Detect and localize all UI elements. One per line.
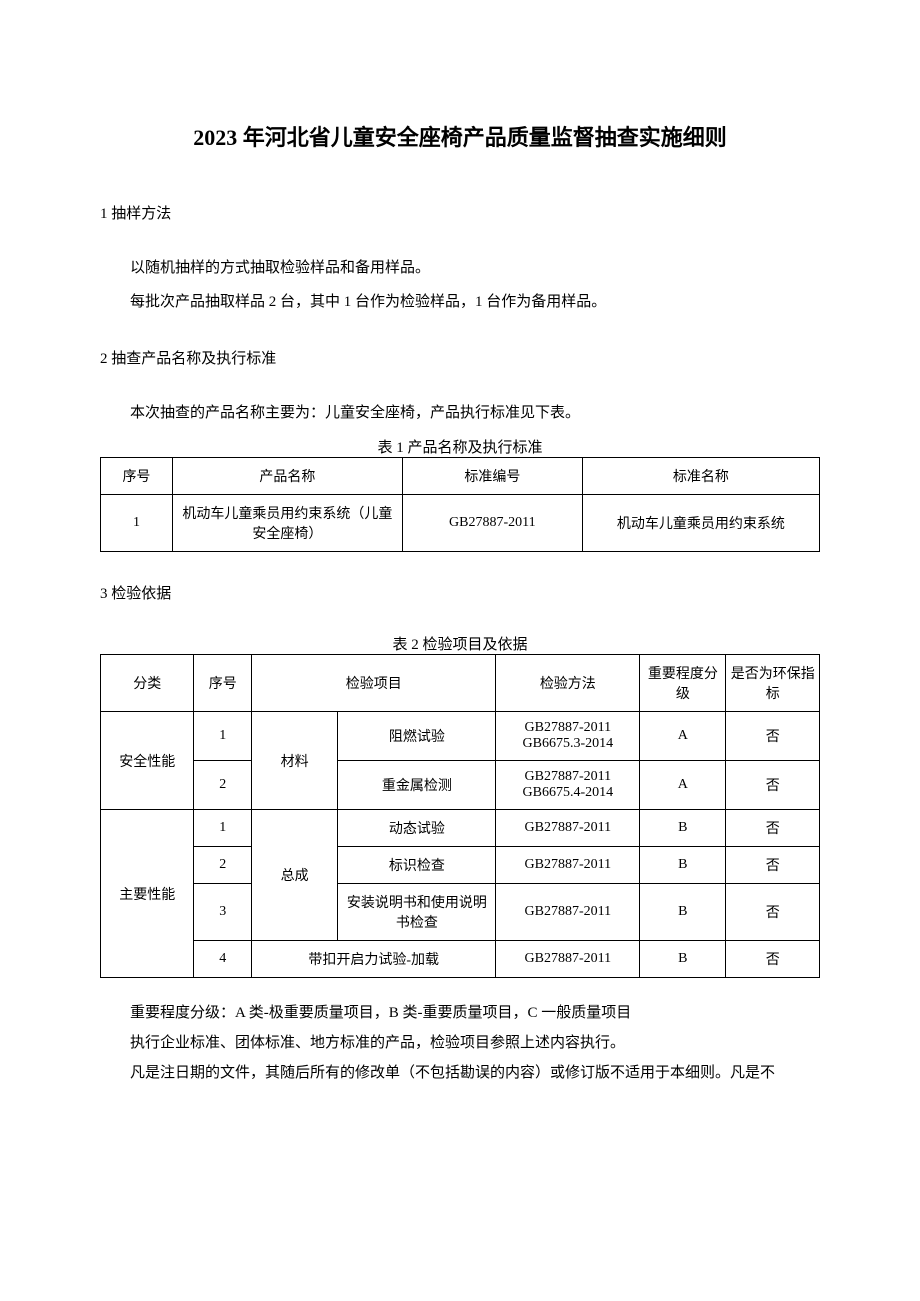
table-2-cell: 带扣开启力试验-加载 [251, 941, 495, 978]
table-2-cell: B [640, 884, 726, 941]
table-2-header-5: 重要程度分级 [640, 655, 726, 712]
table-2-cell: 否 [726, 884, 820, 941]
table-2-cell: 否 [726, 810, 820, 847]
table-2-cell: A [640, 712, 726, 761]
table-2-cell: B [640, 941, 726, 978]
table-1-cell: GB27887-2011 [402, 495, 582, 552]
table-2-header-1: 分类 [101, 655, 194, 712]
table-2-cell: 动态试验 [338, 810, 496, 847]
table-1-cell: 机动车儿童乘员用约束系统 [582, 495, 819, 552]
table-row: 安全性能 1 材料 阻燃试验 GB27887-2011 GB6675.3-201… [101, 712, 820, 761]
table-2-cell: 安装说明书和使用说明书检查 [338, 884, 496, 941]
footnote-3: 凡是注日期的文件，其随后所有的修改单（不包括勘误的内容）或修订版不适用于本细则。… [100, 1058, 820, 1088]
section-2-paragraph-1: 本次抽查的产品名称主要为：儿童安全座椅，产品执行标准见下表。 [100, 398, 820, 428]
table-2-cell: 否 [726, 847, 820, 884]
table-2-subcategory: 总成 [251, 810, 337, 941]
table-2-cell: 1 [194, 712, 252, 761]
table-2: 分类 序号 检验项目 检验方法 重要程度分级 是否为环保指标 安全性能 1 材料… [100, 654, 820, 978]
section-1-paragraph-2: 每批次产品抽取样品 2 台，其中 1 台作为检验样品，1 台作为备用样品。 [100, 287, 820, 317]
table-1-header-3: 标准编号 [402, 458, 582, 495]
table-1: 序号 产品名称 标准编号 标准名称 1 机动车儿童乘员用约束系统（儿童安全座椅）… [100, 457, 820, 552]
table-2-cell: 2 [194, 761, 252, 810]
table-2-cell: 1 [194, 810, 252, 847]
section-1-paragraph-1: 以随机抽样的方式抽取检验样品和备用样品。 [100, 253, 820, 283]
table-2-cell: GB27887-2011 [496, 941, 640, 978]
table-2-cell: 4 [194, 941, 252, 978]
table-1-header-2: 产品名称 [172, 458, 402, 495]
table-2-cell: 2 [194, 847, 252, 884]
table-2-cell: 3 [194, 884, 252, 941]
table-2-cell: 标识检查 [338, 847, 496, 884]
section-2-heading: 2 抽查产品名称及执行标准 [100, 347, 820, 368]
table-2-cell: B [640, 847, 726, 884]
table-2-header-3: 检验项目 [251, 655, 495, 712]
table-2-cell: 否 [726, 712, 820, 761]
table-2-cell: GB27887-2011 [496, 884, 640, 941]
table-row: 2 重金属检测 GB27887-2011 GB6675.4-2014 A 否 [101, 761, 820, 810]
table-row: 4 带扣开启力试验-加载 GB27887-2011 B 否 [101, 941, 820, 978]
table-1-cell: 1 [101, 495, 173, 552]
table-2-subcategory: 材料 [251, 712, 337, 810]
table-2-cell: GB27887-2011 [496, 847, 640, 884]
table-2-category: 安全性能 [101, 712, 194, 810]
table-2-cell: 否 [726, 761, 820, 810]
table-row: 1 机动车儿童乘员用约束系统（儿童安全座椅） GB27887-2011 机动车儿… [101, 495, 820, 552]
table-2-cell: GB27887-2011 GB6675.4-2014 [496, 761, 640, 810]
table-2-cell: 重金属检测 [338, 761, 496, 810]
footnote-2: 执行企业标准、团体标准、地方标准的产品，检验项目参照上述内容执行。 [100, 1028, 820, 1058]
section-3-heading: 3 检验依据 [100, 582, 820, 603]
table-2-category: 主要性能 [101, 810, 194, 978]
table-2-header-4: 检验方法 [496, 655, 640, 712]
table-2-cell: 否 [726, 941, 820, 978]
table-row: 序号 产品名称 标准编号 标准名称 [101, 458, 820, 495]
footnote-1: 重要程度分级：A 类-极重要质量项目，B 类-重要质量项目，C 一般质量项目 [100, 998, 820, 1028]
table-2-cell: A [640, 761, 726, 810]
section-1-heading: 1 抽样方法 [100, 202, 820, 223]
table-2-header-6: 是否为环保指标 [726, 655, 820, 712]
table-row: 主要性能 1 总成 动态试验 GB27887-2011 B 否 [101, 810, 820, 847]
table-2-cell: B [640, 810, 726, 847]
document-title: 2023 年河北省儿童安全座椅产品质量监督抽查实施细则 [100, 120, 820, 152]
table-2-header-2: 序号 [194, 655, 252, 712]
table-row: 2 标识检查 GB27887-2011 B 否 [101, 847, 820, 884]
table-2-cell: GB27887-2011 [496, 810, 640, 847]
table-2-caption: 表 2 检验项目及依据 [100, 633, 820, 654]
table-row: 分类 序号 检验项目 检验方法 重要程度分级 是否为环保指标 [101, 655, 820, 712]
table-2-cell: GB27887-2011 GB6675.3-2014 [496, 712, 640, 761]
table-1-header-4: 标准名称 [582, 458, 819, 495]
table-1-header-1: 序号 [101, 458, 173, 495]
table-row: 3 安装说明书和使用说明书检查 GB27887-2011 B 否 [101, 884, 820, 941]
table-2-cell: 阻燃试验 [338, 712, 496, 761]
table-1-caption: 表 1 产品名称及执行标准 [100, 436, 820, 457]
table-1-cell: 机动车儿童乘员用约束系统（儿童安全座椅） [172, 495, 402, 552]
